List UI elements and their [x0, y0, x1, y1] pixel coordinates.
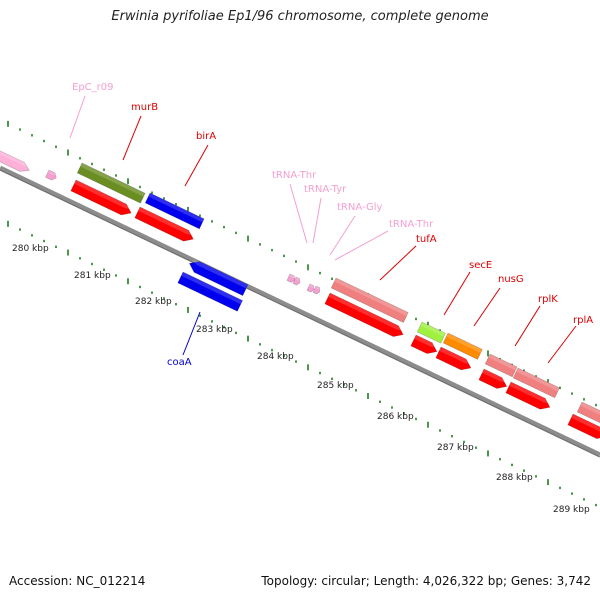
gene-tufA-upper — [330, 277, 409, 323]
callout-nusg: nusG — [473, 274, 524, 327]
gene-rplK-upper — [484, 353, 518, 378]
scale-label: 281 kbp — [74, 271, 111, 281]
callout-rplk: rplK — [514, 294, 558, 347]
feature-label: secE — [469, 260, 492, 271]
feature-label: tRNA-Tyr — [304, 184, 347, 195]
gene-next-upper — [576, 401, 600, 426]
lower-tick-row — [7, 220, 597, 507]
scale-label: 280 kbp — [12, 244, 49, 254]
callout-trna-thr: tRNA-Thr — [272, 170, 317, 244]
feature-label: tRNA-Thr — [389, 219, 434, 230]
genome-backbone-shadow — [0, 169, 600, 458]
trna-EpC_r09 — [45, 169, 58, 181]
scale-label: 289 kbp — [553, 505, 590, 515]
cds-tufA — [324, 292, 405, 337]
feature-label: nusG — [498, 274, 524, 285]
accession-text: Accession: NC_012214 — [9, 574, 146, 588]
feature-label: murB — [131, 102, 158, 113]
callout-bira: birA — [184, 131, 216, 187]
cds-secE — [410, 334, 439, 354]
feature-label: tRNA-Thr — [272, 170, 317, 181]
callout-trna-thr: tRNA-Thr — [334, 219, 434, 261]
cds-next — [567, 413, 600, 439]
feature-label: tRNA-Gly — [337, 202, 382, 213]
callout-epc-r09: EpC_r09 — [69, 82, 113, 139]
feature-label: rplA — [573, 315, 593, 326]
scale-label: 282 kbp — [135, 297, 172, 307]
scale-label: 285 kbp — [317, 381, 354, 391]
cds-nusG — [435, 346, 473, 371]
genome-backbone — [0, 165, 600, 458]
trna-Gly — [306, 283, 315, 293]
cds-coaA — [177, 271, 243, 312]
feature-label: birA — [196, 131, 216, 142]
trna-Thr-2 — [312, 285, 321, 295]
callout-trna-gly: tRNA-Gly — [329, 202, 382, 256]
gene-nusG — [442, 332, 483, 360]
callout-tufa: tufA — [379, 234, 437, 281]
cds-coaA-upper — [188, 259, 249, 296]
gene-birA-upper — [144, 192, 205, 230]
callout-sece: secE — [443, 260, 492, 316]
scale-label: 283 kbp — [196, 325, 233, 335]
callout-coaa: coaA — [167, 311, 201, 368]
callout-trna-tyr: tRNA-Tyr — [304, 184, 347, 244]
scale-labels: 280 kbp 281 kbp 282 kbp 283 kbp 284 kbp 285 k… — [12, 244, 590, 515]
topology-text: Topology: circular; Length: 4,026,322 bp… — [261, 574, 591, 588]
gene-EpC_r09-upstream — [0, 145, 31, 172]
gene-rplA-upper — [512, 367, 560, 399]
cds-birA — [134, 206, 196, 242]
gene-features — [0, 145, 600, 439]
scale-label: 284 kbp — [257, 352, 294, 362]
trna-Tyr — [292, 276, 301, 286]
trna-Thr-1 — [286, 273, 296, 283]
map-title: Erwinia pyrifoliae Ep1/96 chromosome, co… — [111, 9, 489, 24]
cds-murB — [70, 179, 133, 216]
cds-rplA — [505, 381, 552, 410]
scale-label: 286 kbp — [377, 412, 414, 422]
callout-murb: murB — [122, 102, 158, 161]
feature-label: tufA — [416, 234, 437, 245]
scale-label: 287 kbp — [437, 443, 474, 453]
cds-rplK — [478, 368, 509, 389]
feature-label: EpC_r09 — [72, 82, 113, 93]
feature-callouts: EpC_r09 murB birA tRNA-Thr tRNA-Tyr tRNA-Gly t… — [69, 82, 593, 368]
scale-label: 288 kbp — [496, 473, 533, 483]
gene-secE — [416, 321, 446, 344]
feature-label: coaA — [167, 357, 192, 368]
callout-rpla: rplA — [547, 315, 593, 364]
gene-murB — [76, 162, 146, 204]
feature-label: rplK — [538, 294, 558, 305]
